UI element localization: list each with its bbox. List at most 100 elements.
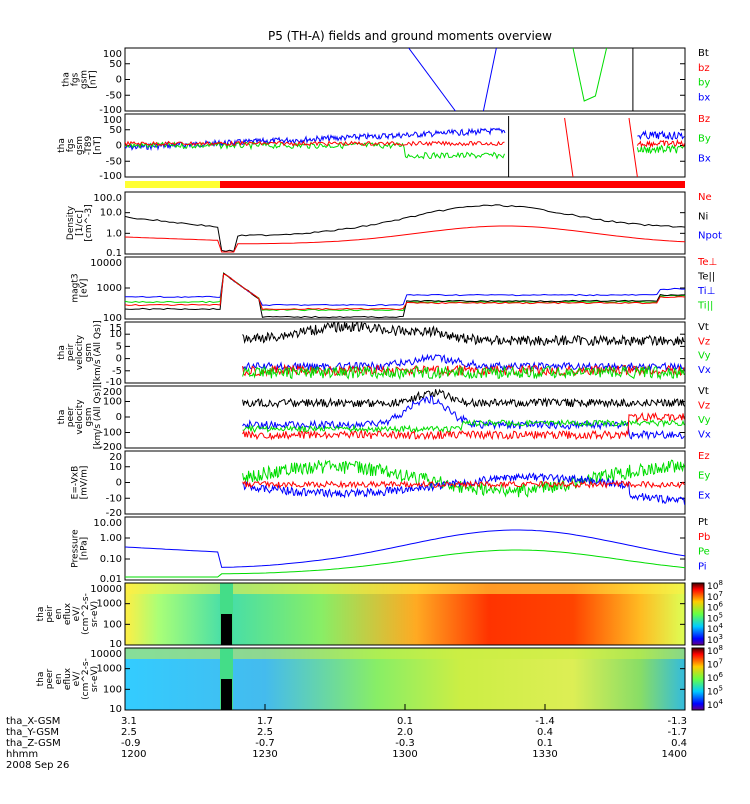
x-gsm-value: 1.7 xyxy=(257,716,273,727)
y-tick-label: 100 xyxy=(103,684,122,695)
series-line xyxy=(636,138,685,149)
y-tick-label: -5 xyxy=(112,366,122,377)
y-axis-label: gsm xyxy=(84,343,94,362)
y-axis-label: eV/ xyxy=(72,606,82,622)
y-axis-label: (cm^2-s- xyxy=(81,658,91,700)
y-axis-label: tha xyxy=(36,672,46,687)
y-tick-label: -20 xyxy=(106,508,122,519)
y-axis-label: sr-eV) xyxy=(90,601,100,627)
series-line xyxy=(242,322,685,347)
y-tick-label: 0 xyxy=(116,478,122,489)
y-tick-label: 0 xyxy=(116,354,122,365)
y-axis-label: [eV] xyxy=(80,279,90,298)
y-gsm-value: 0.4 xyxy=(537,727,553,738)
legend-entry: Te|| xyxy=(697,272,715,283)
y-tick-label: 100 xyxy=(103,619,122,630)
legend-entry: By xyxy=(698,134,711,145)
y-axis-label: gsm xyxy=(84,407,94,426)
y-axis-label: en xyxy=(54,673,64,684)
time-hhmm-value: 1300 xyxy=(392,749,417,760)
y-axis-label: tha xyxy=(36,607,46,622)
y-axis-label: fgs xyxy=(66,138,76,152)
y-tick-label: 10000 xyxy=(90,584,122,595)
y-tick-label: 10 xyxy=(109,704,122,715)
y-axis-label: [mV/m] xyxy=(80,466,90,500)
y-axis-label: peer xyxy=(66,406,76,427)
panel-frame xyxy=(124,47,686,112)
y-axis-label: [nT] xyxy=(93,136,103,154)
panel-frame xyxy=(124,321,686,384)
z-gsm-value: 0.4 xyxy=(671,738,687,749)
y-tick-label: -50 xyxy=(106,156,122,167)
legend-entry: Pt xyxy=(698,517,708,528)
series-line xyxy=(125,140,505,147)
legend-entry: Vx xyxy=(698,430,711,441)
y-axis-label: peir xyxy=(66,343,76,361)
y-gsm-value: 2.5 xyxy=(121,727,137,738)
legend-entry: Ti|| xyxy=(697,301,713,312)
legend-entry: Vz xyxy=(698,401,710,412)
series-line xyxy=(242,411,685,441)
series-line xyxy=(242,480,685,490)
y-tick-label: 0.10 xyxy=(100,554,122,565)
y-axis-label: tha xyxy=(57,410,67,425)
y-axis-label: [cm^-3] xyxy=(84,204,94,241)
mode-bar-slow-survey xyxy=(220,181,685,188)
y-gsm-value: 2.5 xyxy=(257,727,273,738)
legend-entry: Te⊥ xyxy=(697,257,717,268)
y-axis-label: Density xyxy=(66,205,76,240)
x-axis-row-label: tha_Y-GSM xyxy=(6,727,59,738)
y-axis-label: [km/s (All Qs)] xyxy=(93,320,103,384)
y-axis-label: gsm xyxy=(80,70,90,89)
y-tick-label: -50 xyxy=(106,90,122,101)
y-tick-label: 20 xyxy=(109,452,122,463)
panel-frame xyxy=(124,191,686,255)
legend-entry: Bx xyxy=(698,153,711,164)
y-tick-label: 1000 xyxy=(97,599,122,610)
legend-entry: Vz xyxy=(698,336,710,347)
series-temperature xyxy=(125,272,685,319)
y-axis-label: [1/cc] xyxy=(75,210,85,236)
y-tick-label: -100 xyxy=(99,428,122,439)
legend-entry: Ey xyxy=(698,471,710,482)
x-gsm-value: 3.1 xyxy=(121,716,137,727)
y-axis-label: magt3 xyxy=(71,273,81,302)
legend-entry: Vx xyxy=(698,365,711,376)
y-axis-label: peer xyxy=(45,668,55,689)
legend-entry: Ez xyxy=(698,451,710,462)
y-tick-label: 1.0 xyxy=(106,228,122,239)
legend-entry: Ti⊥ xyxy=(697,286,715,297)
legend-entry: Pe xyxy=(698,547,710,558)
y-axis-label: sr-eV) xyxy=(90,666,100,692)
y-gsm-value: -1.7 xyxy=(667,727,687,738)
heatmap-missing-data xyxy=(221,679,232,710)
y-tick-label: 100 xyxy=(103,49,122,60)
series-ne xyxy=(125,225,685,253)
series-line xyxy=(637,129,685,141)
y-tick-label: 10000 xyxy=(90,649,122,660)
time-hhmm-value: 1230 xyxy=(252,749,277,760)
y-axis-label: tha xyxy=(62,72,72,87)
time-hhmm-value: 1200 xyxy=(121,749,146,760)
y-axis-label: eflux xyxy=(63,667,73,690)
x-axis-row-label: tha_X-GSM xyxy=(6,716,60,727)
y-tick-label: 0 xyxy=(116,141,122,152)
y-axis-label: Pressure xyxy=(71,529,81,568)
panel-frame xyxy=(124,516,686,581)
x-axis-row-label: tha_Z-GSM xyxy=(6,738,61,749)
y-tick-label: -100 xyxy=(99,105,122,116)
colorbar xyxy=(691,647,705,711)
y-tick-label: 10.0 xyxy=(100,208,122,219)
y-axis-label: (cm^2-s- xyxy=(81,593,91,635)
y-axis-label: en xyxy=(54,608,64,619)
y-axis-label: fgs xyxy=(71,72,81,86)
colorbar xyxy=(691,582,705,646)
series-pe xyxy=(125,549,685,578)
legend-entry: Ni xyxy=(698,211,708,222)
legend-entry: Vy xyxy=(698,351,711,362)
series-ni xyxy=(125,204,685,253)
y-tick-label: 5 xyxy=(116,341,122,352)
legend-entry: bx xyxy=(698,92,710,103)
y-tick-label: 15 xyxy=(109,323,122,334)
